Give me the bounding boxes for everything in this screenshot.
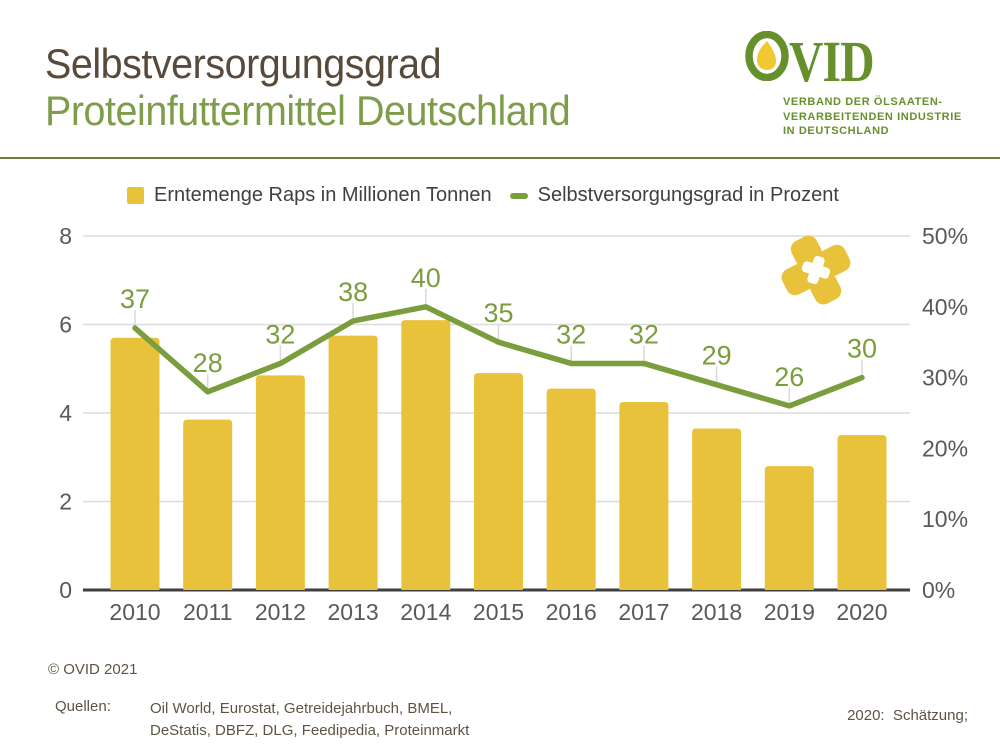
right-axis-tick-10%: 10% bbox=[922, 506, 968, 532]
bar-2018 bbox=[692, 428, 742, 590]
line-label-2015: 35 bbox=[483, 298, 513, 328]
line-label-2016: 32 bbox=[556, 319, 586, 349]
self-sufficiency-line bbox=[132, 304, 865, 409]
legend-label-self-sufficiency: Selbstversorgungsgrad in Prozent bbox=[537, 184, 839, 206]
sources-line: DeStatis, DBFZ, DLG, Feedipedia, Protein… bbox=[150, 722, 470, 739]
footnote-line: 2020: Schätzung; bbox=[847, 706, 968, 724]
logo-subtitle-line: VERARBEITENDEN INDUSTRIE bbox=[783, 110, 962, 123]
right-axis-tick-40%: 40% bbox=[922, 294, 968, 320]
bar-2016 bbox=[546, 388, 596, 590]
bar-2019 bbox=[764, 466, 814, 590]
x-tick-2018: 2018 bbox=[691, 599, 742, 625]
bar-2014 bbox=[401, 320, 451, 590]
left-axis-tick-4: 4 bbox=[59, 400, 72, 426]
page-title: Selbstversorgungsgrad Proteinfuttermitte… bbox=[45, 40, 571, 134]
rapeseed-flower-icon bbox=[775, 234, 857, 311]
x-tick-2014: 2014 bbox=[400, 599, 451, 625]
left-axis-tick-0: 0 bbox=[59, 577, 72, 603]
bar-2015 bbox=[474, 373, 523, 590]
bar-2020 bbox=[837, 435, 887, 590]
line-label-2012: 32 bbox=[265, 319, 295, 349]
x-tick-2017: 2017 bbox=[618, 599, 669, 625]
title-line-2: Proteinfuttermittel Deutschland bbox=[45, 87, 571, 134]
x-tick-2013: 2013 bbox=[328, 599, 379, 625]
title-line-1: Selbstversorgungsgrad bbox=[45, 40, 442, 87]
copyright: © OVID 2021 bbox=[48, 661, 138, 678]
bar-2017 bbox=[619, 401, 669, 590]
left-axis-tick-8: 8 bbox=[59, 223, 72, 249]
line-label-2017: 32 bbox=[629, 319, 659, 349]
sources-list: Oil World, Eurostat, Getreidejahrbuch, B… bbox=[150, 698, 469, 742]
x-tick-2012: 2012 bbox=[255, 599, 306, 625]
left-axis-tick-6: 6 bbox=[59, 312, 72, 338]
x-tick-2015: 2015 bbox=[473, 599, 524, 625]
logo-subtitle-line: VERBAND DER ÖLSAATEN- bbox=[783, 96, 943, 108]
right-axis-tick-20%: 20% bbox=[922, 435, 968, 461]
ovid-logo-text: VID bbox=[789, 29, 875, 94]
ovid-logo-o-icon bbox=[745, 30, 789, 86]
ovid-logo-word: VID bbox=[745, 29, 995, 94]
logo-subtitle-line: IN DEUTSCHLAND bbox=[783, 125, 890, 137]
x-tick-2010: 2010 bbox=[109, 599, 160, 625]
chart-area: 8 6 4 2 0 50% 40% 30% 20% 10% 0% 37 28 32 38 40 35 32 32 29… bbox=[0, 210, 1000, 650]
line-label-2018: 29 bbox=[702, 341, 732, 371]
bar-2011 bbox=[183, 419, 233, 590]
bar-2012 bbox=[255, 375, 305, 590]
header-divider bbox=[0, 157, 1000, 159]
line-label-2010: 37 bbox=[120, 284, 150, 314]
ovid-logo: VID VERBAND DER ÖLSAATEN- VERARBEITENDEN… bbox=[745, 29, 995, 139]
legend-item-self-sufficiency: Selbstversorgungsgrad in Prozent bbox=[509, 184, 839, 207]
combo-chart: 8 6 4 2 0 50% 40% 30% 20% 10% 0% 37 28 32 38 40 35 32 32 29… bbox=[59, 223, 968, 625]
sources-line: Oil World, Eurostat, Getreidejahrbuch, B… bbox=[150, 700, 453, 717]
legend-swatch-line bbox=[509, 192, 528, 199]
legend-item-harvest: Erntemenge Raps in Millionen Tonnen bbox=[127, 184, 492, 207]
x-tick-2019: 2019 bbox=[764, 599, 815, 625]
bar-2013 bbox=[328, 335, 378, 590]
ovid-logo-subtitle: VERBAND DER ÖLSAATEN- VERARBEITENDEN IND… bbox=[783, 95, 995, 139]
x-tick-2016: 2016 bbox=[546, 599, 597, 625]
legend-label-harvest: Erntemenge Raps in Millionen Tonnen bbox=[154, 184, 492, 206]
line-label-2013: 38 bbox=[338, 277, 368, 307]
right-axis-tick-0%: 0% bbox=[922, 577, 955, 603]
line-label-2020: 30 bbox=[847, 334, 877, 364]
bar-2010 bbox=[110, 337, 160, 590]
line-label-2014: 40 bbox=[411, 263, 441, 293]
left-axis-tick-2: 2 bbox=[59, 489, 72, 515]
line-label-2019: 26 bbox=[774, 362, 804, 392]
x-tick-2011: 2011 bbox=[183, 599, 232, 625]
chart-legend: Erntemenge Raps in Millionen Tonnen Selb… bbox=[127, 184, 857, 207]
sources-label: Quellen: bbox=[55, 698, 111, 715]
x-tick-2020: 2020 bbox=[836, 599, 887, 625]
line-label-2011: 28 bbox=[193, 348, 223, 378]
footnote: 2020: Schätzung; Proteinfuttermittel: Ra… bbox=[559, 661, 968, 750]
right-axis-tick-50%: 50% bbox=[922, 223, 968, 249]
right-axis-tick-30%: 30% bbox=[922, 365, 968, 391]
legend-swatch-bar bbox=[127, 187, 144, 204]
